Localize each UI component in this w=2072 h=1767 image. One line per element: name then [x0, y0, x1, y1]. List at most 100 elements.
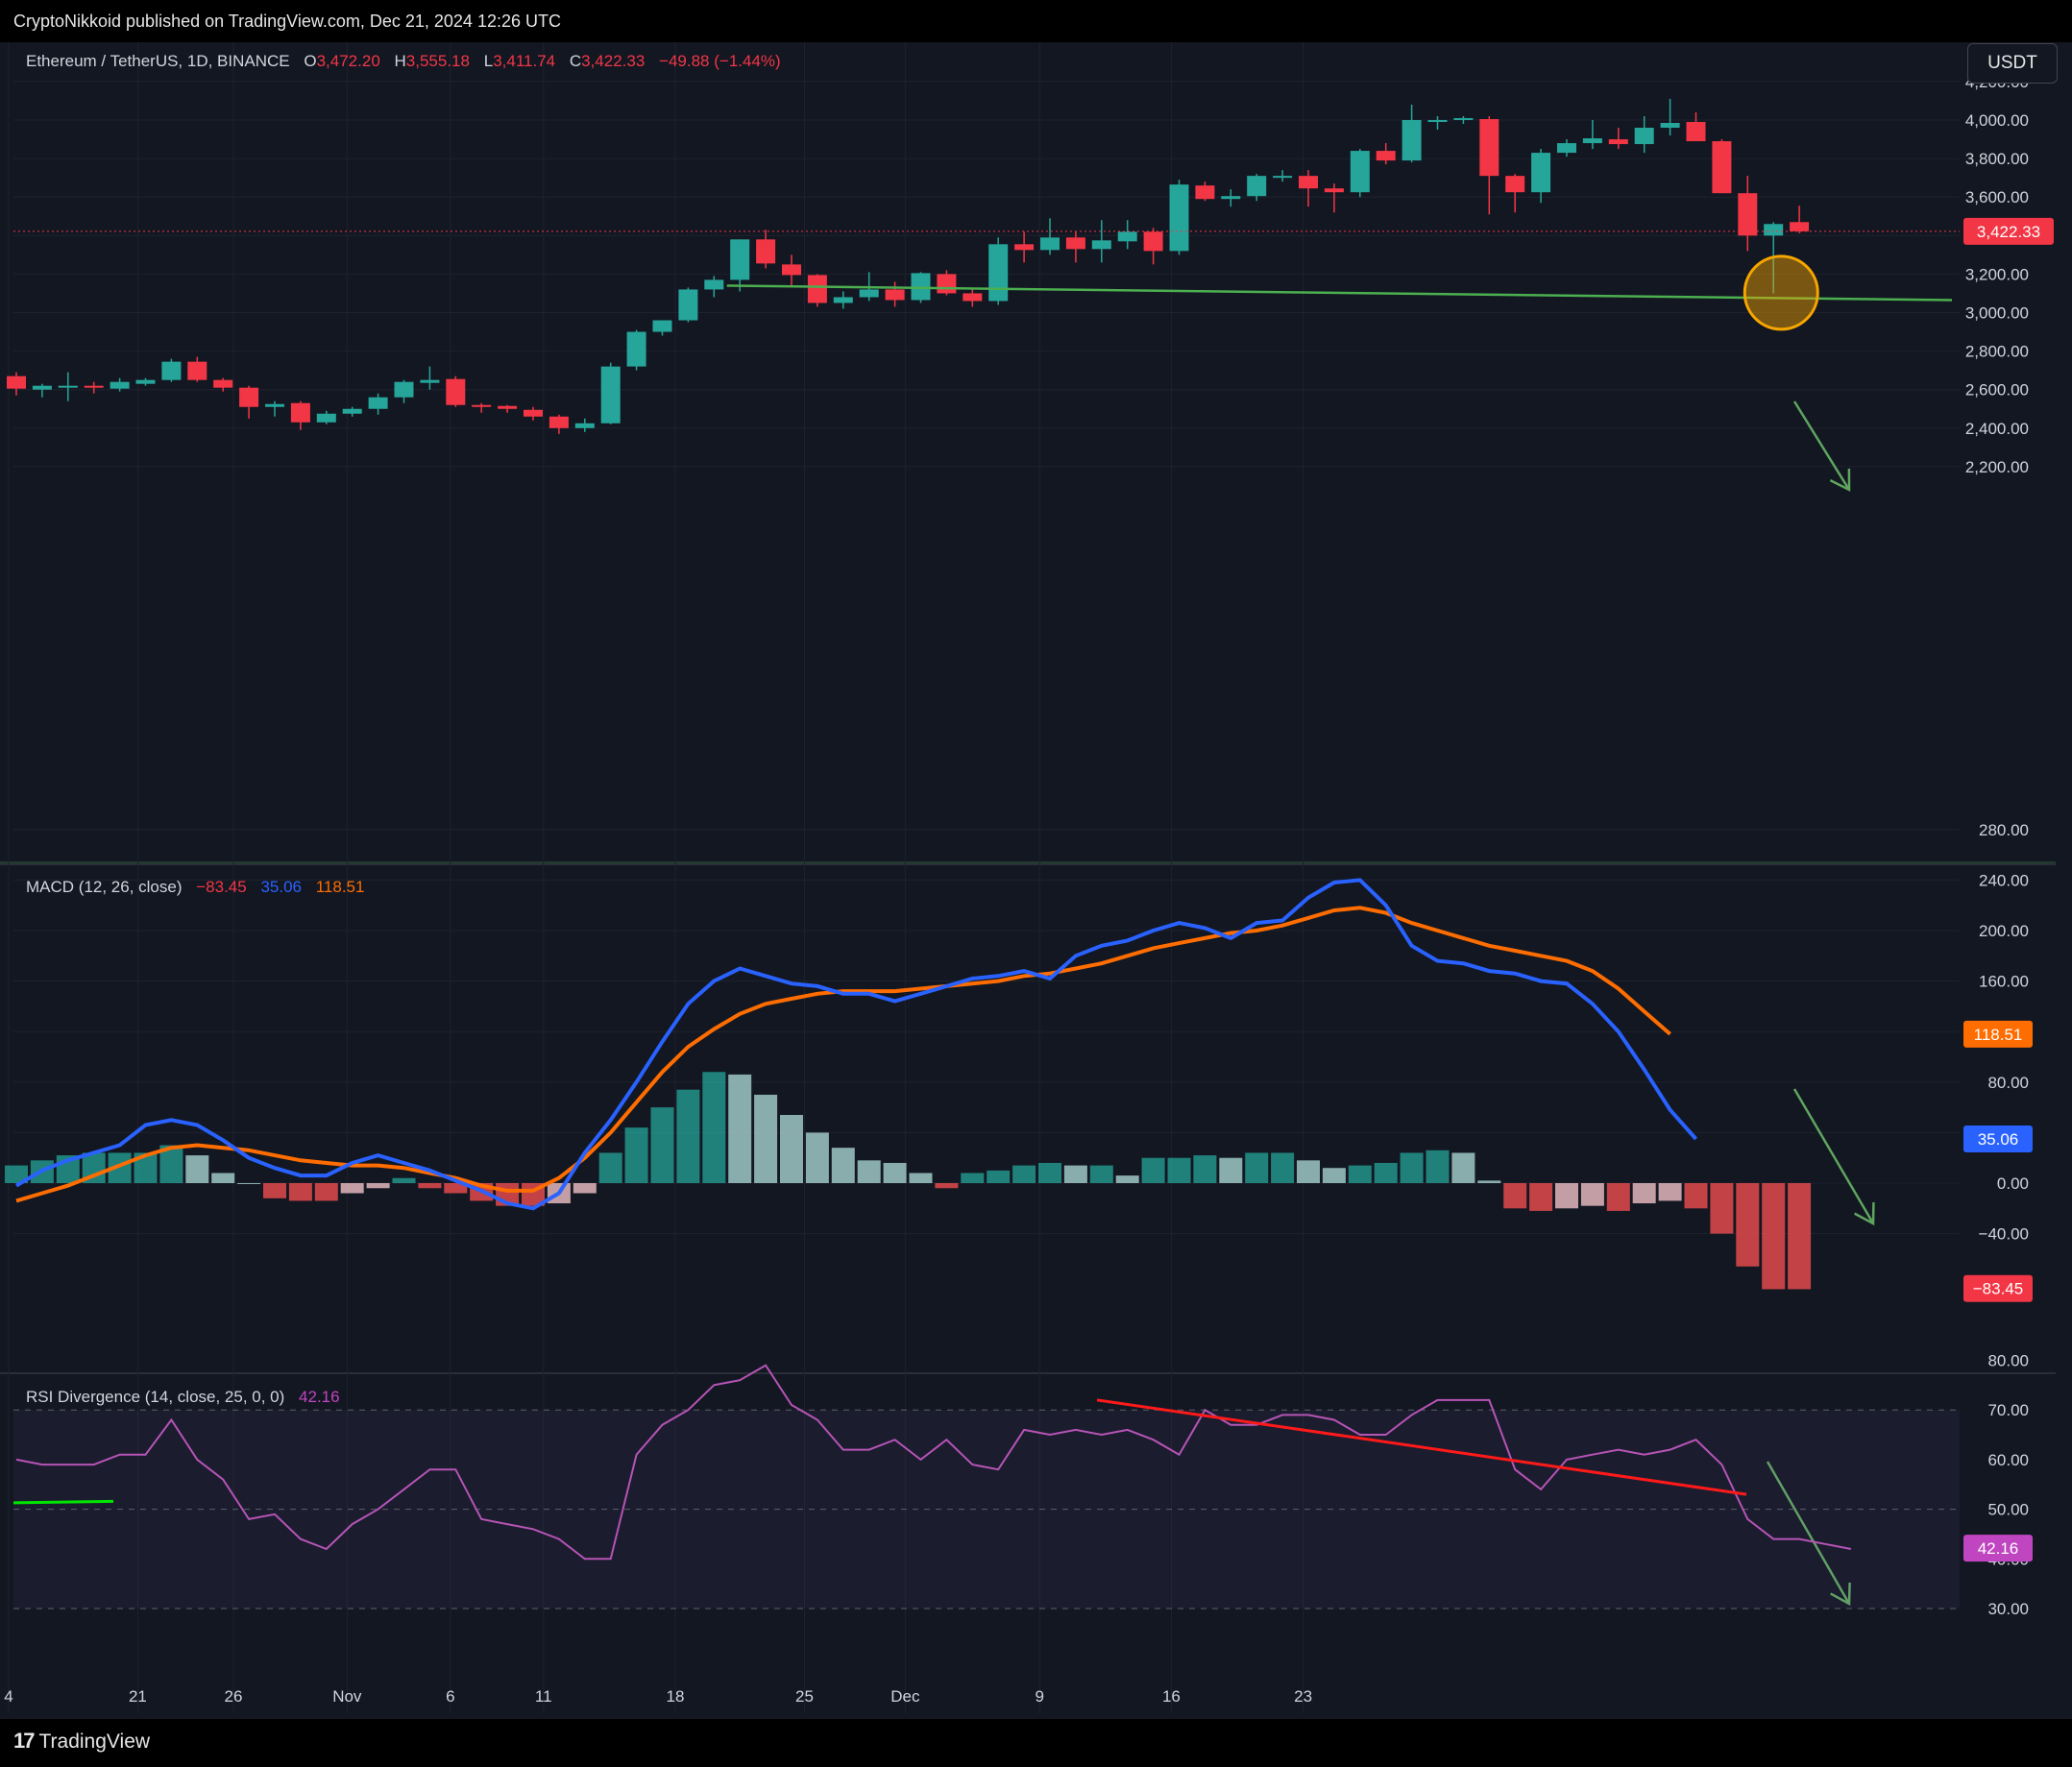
- macd-histogram-bar: [573, 1183, 597, 1194]
- macd-histogram-bar: [676, 1089, 700, 1183]
- tradingview-logo: 17 TradingView: [13, 1729, 150, 1754]
- rsi-bear-divergence: [1096, 1398, 1747, 1496]
- candle-body: [704, 279, 724, 290]
- price-tick-label: 3,600.00: [1965, 188, 2029, 206]
- macd-histogram-bar: [805, 1132, 829, 1183]
- macd-histogram-bar: [1658, 1183, 1682, 1201]
- candle-body: [652, 320, 672, 332]
- macd-histogram-bar: [728, 1074, 752, 1183]
- rsi-legend: RSI Divergence (14, close, 25, 0, 0) 42.…: [26, 1388, 340, 1406]
- price-chart[interactable]: 2,200.00 2,400.00 2,600.00 2,800.00 3,000.00…: [0, 42, 2072, 1719]
- histogram-badge: [1963, 1274, 2033, 1302]
- candle-body: [213, 379, 233, 388]
- macd-histogram-bar: [935, 1183, 959, 1189]
- candle-body: [574, 423, 595, 428]
- candle-body: [1143, 231, 1163, 252]
- macd-legend: MACD (12, 26, close) −83.45 35.06 118.51: [26, 878, 364, 896]
- candle-body: [1531, 153, 1551, 193]
- candle-body: [1350, 151, 1370, 193]
- price-tick-label: 3,000.00: [1965, 304, 2029, 323]
- rsi-badge: [1963, 1535, 2033, 1562]
- candle-body: [472, 404, 492, 407]
- candle-body: [988, 244, 1009, 302]
- support-line: [726, 284, 1953, 302]
- candle-body: [84, 385, 104, 388]
- candle-body: [1221, 196, 1241, 200]
- last-price-badge: [1963, 217, 2054, 245]
- currency-button[interactable]: USDT: [1967, 43, 2058, 84]
- candle-body: [626, 331, 646, 367]
- macd-histogram-bar: [702, 1072, 726, 1183]
- date-tick-label: 25: [795, 1687, 814, 1706]
- rsi-line: [15, 1364, 1852, 1561]
- candle-body: [911, 273, 931, 301]
- candle-body: [833, 297, 853, 303]
- candle-body: [1299, 176, 1318, 189]
- candle-body: [1557, 143, 1576, 154]
- macd-tick-label: 240.00: [1979, 871, 2029, 889]
- publisher-header: CryptoNikkoid published on TradingView.c…: [0, 0, 2072, 42]
- macd-histogram-bar: [1012, 1165, 1036, 1183]
- brand-name: TradingView: [38, 1731, 151, 1753]
- candle-body: [1117, 231, 1137, 242]
- candle-body: [600, 366, 621, 424]
- rsi-tick-label: 70.00: [1987, 1401, 2029, 1419]
- candle-body: [756, 239, 776, 264]
- rsi-tick-label: 60.00: [1987, 1451, 2029, 1469]
- macd-histogram-bar: [1245, 1152, 1269, 1183]
- macd-tick-label: −40.00: [1979, 1225, 2029, 1244]
- candle-body: [937, 274, 957, 294]
- macd-histogram-bar: [1322, 1168, 1346, 1183]
- price-tick-label: 2,400.00: [1965, 420, 2029, 438]
- macd-histogram-bar: [1297, 1160, 1320, 1183]
- macd-histogram-bar: [1400, 1152, 1424, 1183]
- macd-histogram-bar: [1038, 1162, 1061, 1183]
- candle-body: [110, 381, 130, 389]
- macd-histogram-bar: [185, 1155, 209, 1183]
- candles: [7, 98, 1810, 434]
- candle-body: [187, 361, 207, 380]
- candle-body: [548, 416, 569, 428]
- macd-badge: [1963, 1125, 2033, 1152]
- candle-body: [730, 239, 750, 280]
- date-tick-label: 16: [1162, 1687, 1181, 1706]
- macd-histogram-bar: [987, 1170, 1011, 1183]
- macd-histogram-bar: [1167, 1157, 1191, 1183]
- candle-body: [1453, 117, 1474, 120]
- candle-body: [342, 408, 362, 414]
- candle-body: [1505, 176, 1525, 193]
- date-tick-label: Dec: [890, 1687, 920, 1706]
- macd-histogram-bar: [754, 1094, 778, 1183]
- down-arrow-rsi: [1766, 1461, 1851, 1605]
- candle-body: [678, 289, 698, 321]
- legend-symbol: Ethereum / TetherUS, 1D, BINANCE O3,472.…: [26, 52, 781, 70]
- price-tick-label: 2,200.00: [1965, 458, 2029, 476]
- price-tick-label: 3,800.00: [1965, 150, 2029, 168]
- macd-histogram-bar: [392, 1177, 416, 1183]
- macd-histogram-bar: [909, 1173, 933, 1183]
- candle-body: [782, 264, 801, 276]
- macd-histogram-bar: [1219, 1157, 1243, 1183]
- support-touch-circle: [1743, 254, 1819, 331]
- candle-body: [1091, 240, 1111, 250]
- candle-body: [1014, 244, 1035, 251]
- signal-badge-label: 118.51: [1974, 1026, 2023, 1044]
- macd-histogram-bar: [1555, 1183, 1578, 1209]
- macd-histogram-bar: [961, 1173, 985, 1183]
- macd-histogram-bar: [1684, 1183, 1708, 1209]
- histogram-badge-label: −83.45: [1973, 1280, 2023, 1298]
- candle-body: [265, 403, 284, 407]
- candle-body: [7, 375, 26, 389]
- chart-overlays: [13, 230, 1960, 1607]
- candle-body: [420, 379, 440, 383]
- macd-histogram-bar: [1529, 1183, 1553, 1211]
- publisher-text: CryptoNikkoid published on TradingView.c…: [13, 12, 561, 31]
- candle-body: [1660, 123, 1680, 129]
- macd-histogram-bar: [237, 1183, 261, 1184]
- macd-histogram-bar: [831, 1148, 855, 1183]
- rsi-tick-label: 80.00: [1987, 1352, 2029, 1370]
- candle-body: [498, 405, 518, 409]
- rsi-pane: [12, 1364, 1960, 1610]
- macd-histogram-bar: [1374, 1162, 1398, 1183]
- macd-tick-label: 0.00: [1997, 1174, 2029, 1193]
